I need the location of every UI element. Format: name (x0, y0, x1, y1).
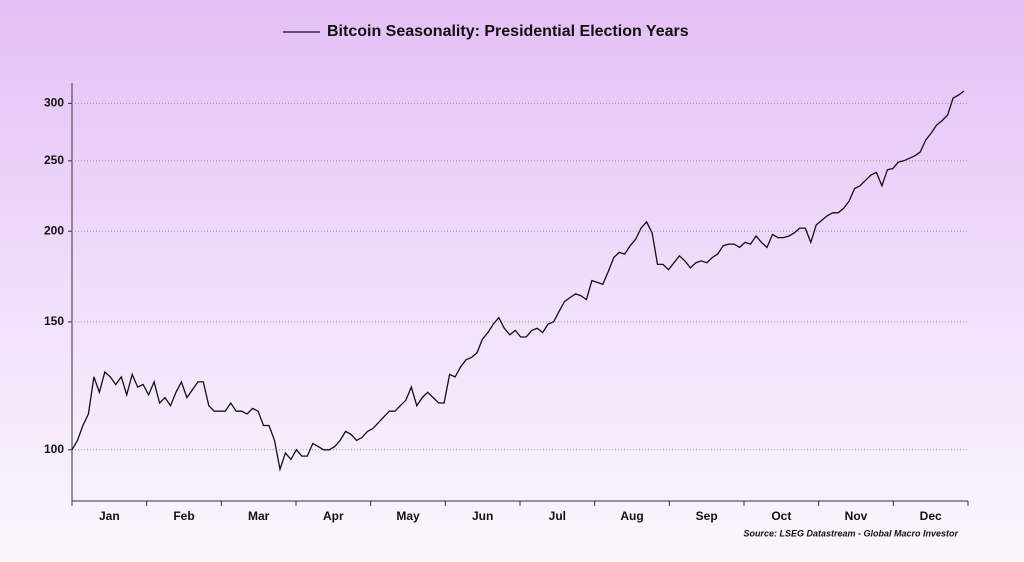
x-tick-label: Dec (920, 509, 942, 523)
x-tick-label: Oct (771, 509, 791, 523)
y-tick-label: 200 (44, 223, 64, 237)
x-tick-label: Jul (549, 509, 566, 523)
y-tick-label: 150 (44, 314, 64, 328)
y-tick-label: 300 (44, 96, 64, 110)
x-tick-label: Apr (323, 509, 344, 523)
x-tick-label: Jan (99, 509, 120, 523)
x-tick-label: Aug (620, 509, 643, 523)
x-tick-label: Sep (696, 509, 718, 523)
line-series (71, 90, 965, 472)
x-tick-label: Feb (173, 509, 194, 523)
x-tick-label: May (396, 509, 420, 523)
legend-label: Bitcoin Seasonality: Presidential Electi… (327, 23, 689, 40)
y-tick-label: 250 (44, 153, 64, 167)
x-tick-label: Nov (845, 509, 868, 523)
source-note: Source: LSEG Datastream - Global Macro I… (743, 528, 958, 538)
x-tick-label: Jun (472, 509, 493, 523)
x-tick-label: Mar (248, 509, 270, 523)
y-tick-label: 100 (44, 442, 64, 456)
